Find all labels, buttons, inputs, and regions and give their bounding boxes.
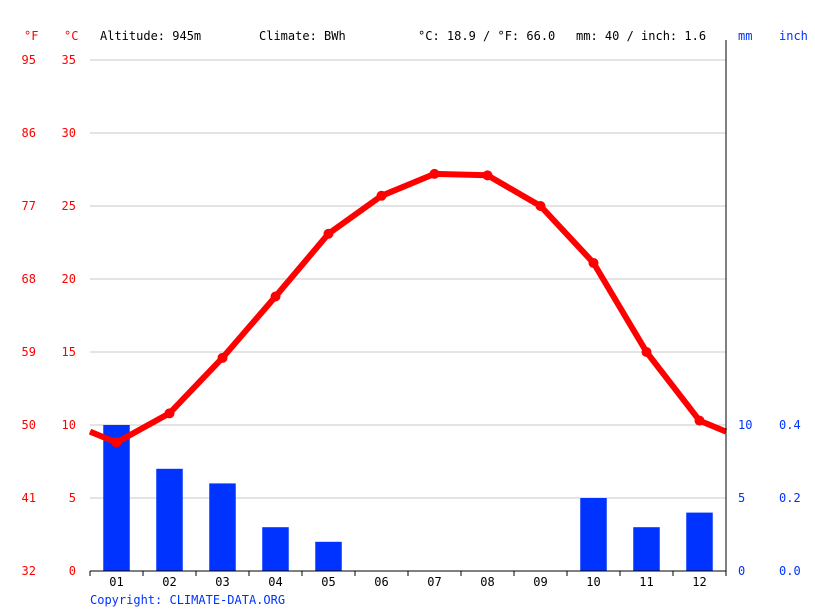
mm-tick-label: 5 xyxy=(738,491,745,505)
temperature-point xyxy=(164,408,175,419)
precipitation-bar xyxy=(315,541,342,571)
month-labels: 01 02 03 04 05 06 07 08 09 10 11 12 xyxy=(109,575,706,589)
precipitation-bar xyxy=(686,512,713,571)
gridlines xyxy=(90,59,726,499)
fahrenheit-unit-label: °F xyxy=(24,29,38,43)
month-tick-label: 03 xyxy=(215,575,229,589)
temperature-point xyxy=(270,291,281,302)
celsius-tick-label: 25 xyxy=(62,199,76,213)
fahrenheit-tick-label: 50 xyxy=(22,418,36,432)
copyright-label: Copyright: CLIMATE-DATA.ORG xyxy=(90,593,285,607)
celsius-tick-label: 35 xyxy=(62,53,76,67)
celsius-tick-label: 30 xyxy=(62,126,76,140)
fahrenheit-tick-label: 95 xyxy=(22,53,36,67)
altitude-label: Altitude: 945m xyxy=(100,29,201,43)
temperature-average-label: °C: 18.9 / °F: 66.0 xyxy=(418,29,555,43)
fahrenheit-tick-label: 68 xyxy=(22,272,36,286)
temperature-point xyxy=(376,190,387,201)
temperature-point xyxy=(111,437,122,448)
month-tick-label: 04 xyxy=(268,575,282,589)
fahrenheit-tick-label: 32 xyxy=(22,564,36,578)
precipitation-average-label: mm: 40 / inch: 1.6 xyxy=(576,29,706,43)
temperature-point xyxy=(217,352,228,363)
mm-unit-label: mm xyxy=(738,29,752,43)
celsius-tick-label: 5 xyxy=(69,491,76,505)
month-tick-label: 12 xyxy=(692,575,706,589)
celsius-tick-label: 15 xyxy=(62,345,76,359)
celsius-tick-label: 20 xyxy=(62,272,76,286)
climate-label: Climate: BWh xyxy=(259,29,346,43)
month-tick-label: 08 xyxy=(480,575,494,589)
celsius-tick-label: 10 xyxy=(62,418,76,432)
axes xyxy=(89,40,727,576)
temperature-series-line xyxy=(88,170,728,446)
fahrenheit-tick-label: 59 xyxy=(22,345,36,359)
month-tick-label: 05 xyxy=(321,575,335,589)
precipitation-bar xyxy=(262,527,289,571)
temperature-point xyxy=(694,415,705,426)
fahrenheit-tick-label: 86 xyxy=(22,126,36,140)
inch-unit-label: inch xyxy=(779,29,808,43)
fahrenheit-tick-label: 41 xyxy=(22,491,36,505)
celsius-tick-label: 0 xyxy=(69,564,76,578)
mm-tick-label: 0 xyxy=(738,564,745,578)
temperature-line xyxy=(88,168,728,448)
celsius-unit-label: °C xyxy=(64,29,78,43)
month-tick-label: 01 xyxy=(109,575,123,589)
temperature-point xyxy=(429,168,440,179)
temperature-point xyxy=(641,347,652,357)
fahrenheit-tick-label: 77 xyxy=(22,199,36,213)
inch-tick-label: 0.0 xyxy=(779,564,801,578)
month-tick-label: 02 xyxy=(162,575,176,589)
temperature-point xyxy=(323,228,334,239)
precipitation-bar xyxy=(633,527,660,571)
axis-tick-labels: 32 0 41 5 50 10 59 15 68 20 77 25 86 30 95 35 0 0.0 5 0.2 10… xyxy=(22,53,801,578)
inch-tick-label: 0.2 xyxy=(779,491,801,505)
precipitation-bars xyxy=(103,425,713,571)
precipitation-bar xyxy=(103,425,130,571)
mm-tick-label: 10 xyxy=(738,418,752,432)
inch-tick-label: 0.4 xyxy=(779,418,801,432)
temperature-point xyxy=(482,170,493,181)
precipitation-bar xyxy=(580,498,607,571)
month-tick-label: 10 xyxy=(586,575,600,589)
month-tick-label: 11 xyxy=(639,575,653,589)
temperature-point xyxy=(535,201,546,211)
precipitation-bar xyxy=(156,468,183,571)
month-tick-label: 06 xyxy=(374,575,388,589)
month-tick-label: 07 xyxy=(427,575,441,589)
month-tick-label: 09 xyxy=(533,575,547,589)
temperature-point xyxy=(588,257,599,268)
precipitation-bar xyxy=(209,483,236,571)
